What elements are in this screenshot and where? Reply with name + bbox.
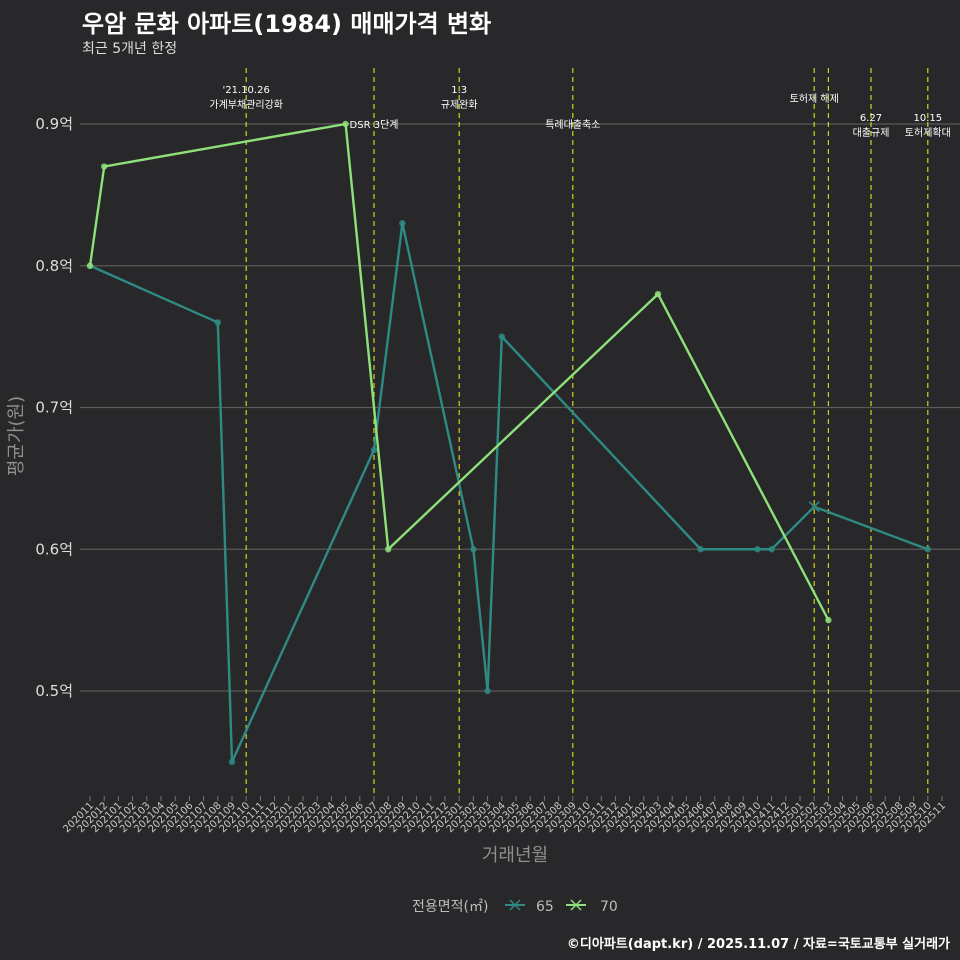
y-tick-label: 0.8억: [35, 257, 73, 275]
data-point: [768, 546, 775, 553]
chart-title: 우암 문화 아파트(1984) 매매가격 변화: [82, 10, 492, 38]
data-point: [697, 546, 704, 553]
event-label: DSR 3단계: [350, 119, 399, 131]
event-label-line: 1.3: [451, 85, 467, 96]
event-label-line: 6.27: [860, 113, 882, 124]
data-point: [654, 290, 662, 298]
y-tick-label: 0.9억: [35, 115, 73, 133]
y-tick-label: 0.6억: [35, 540, 73, 558]
event-label: 6.27 대출규제: [853, 113, 890, 139]
data-point: [342, 120, 349, 128]
event-label-line: '21.10.26: [223, 85, 270, 96]
data-point: [470, 546, 477, 553]
y-axis-label: 평균가(원): [6, 396, 27, 476]
data-point: [484, 687, 491, 695]
legend-entry-label: 70: [600, 899, 618, 915]
event-label-line: 10.15: [913, 113, 942, 124]
y-tick-label: 0.5억: [35, 682, 73, 700]
legend-key-cross: [509, 899, 521, 911]
gridlines: [80, 123, 960, 692]
event-label: 10.15 토허제확대: [905, 113, 951, 139]
y-tick-label: 0.7억: [35, 399, 73, 417]
data-point: [385, 546, 392, 553]
legend-title: 전용면적(㎡): [412, 899, 488, 915]
x-axis-label: 거래년월: [482, 845, 548, 866]
event-label-line: 토허제확대: [905, 127, 951, 139]
legend: 전용면적(㎡) 65 70: [412, 899, 618, 915]
data-point-cross: [808, 501, 820, 513]
event-label-line: DSR 3단계: [350, 119, 399, 131]
data-point: [754, 546, 761, 553]
x-tick-labels: 2020112020122021012021022021032021042021…: [61, 796, 948, 835]
chart-subtitle: 최근 5개년 한정: [82, 41, 178, 57]
legend-key-cross: [570, 899, 582, 911]
data-point: [86, 262, 94, 269]
series-line-70: [88, 122, 830, 621]
event-label: 특례대출축소: [545, 119, 600, 131]
data-point: [101, 163, 108, 170]
event-label-line: 가계부채관리강화: [209, 99, 283, 111]
event-label-line: 토허제 해제: [790, 92, 839, 105]
data-point: [214, 319, 221, 326]
legend-entry-label: 65: [536, 899, 554, 915]
y-tick-labels: 0.5억 0.6억 0.7억 0.8억 0.9억: [35, 115, 73, 700]
data-point: [399, 220, 406, 227]
event-label: 1.3 규제완화: [441, 85, 478, 111]
data-point: [498, 333, 505, 340]
data-point: [924, 546, 931, 553]
series-line-65: [89, 222, 929, 764]
series-lines: [86, 120, 931, 766]
data-point: [370, 446, 378, 454]
event-label-line: 대출규제: [853, 127, 890, 139]
data-point: [228, 758, 236, 766]
event-label-line: 특례대출축소: [545, 119, 600, 131]
event-label: 토허제 해제: [790, 92, 839, 105]
data-point: [825, 616, 832, 624]
source-caption: ©디아파트(dapt.kr) / 2025.11.07 / 자료=국토교통부 실…: [566, 937, 950, 952]
event-label: '21.10.26 가계부채관리강화: [209, 85, 283, 111]
event-label-line: 규제완화: [441, 99, 478, 111]
